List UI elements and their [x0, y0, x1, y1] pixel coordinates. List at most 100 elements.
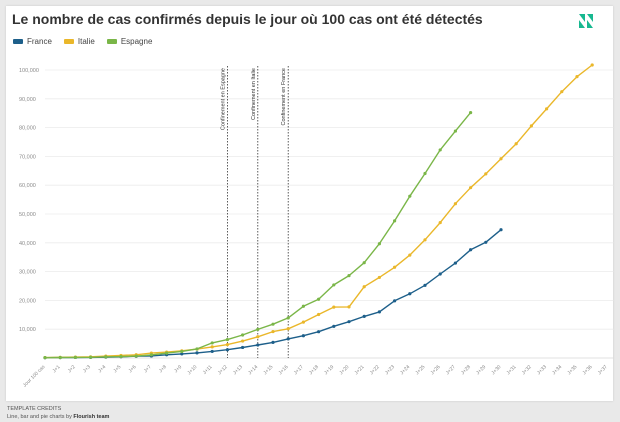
x-tick-label: J+5 — [112, 364, 122, 374]
legend-item-espagne[interactable]: Espagne — [106, 37, 153, 46]
data-point-espagne — [453, 129, 457, 133]
data-point-espagne — [89, 355, 93, 359]
data-point-france — [453, 261, 457, 265]
data-point-espagne — [271, 322, 275, 326]
data-point-espagne — [332, 283, 336, 287]
data-point-italie — [256, 335, 260, 339]
data-point-france — [408, 292, 412, 296]
data-point-espagne — [149, 353, 153, 357]
data-point-france — [347, 320, 351, 324]
series-line-france — [44, 229, 502, 359]
data-point-italie — [529, 124, 534, 128]
credits-line: Line, bar and pie charts by Flourish tea… — [7, 413, 109, 421]
data-point-italie — [453, 202, 457, 206]
data-point-italie — [575, 75, 579, 79]
data-point-espagne — [134, 354, 138, 358]
data-point-france — [286, 337, 290, 341]
x-tick-label: J+16 — [278, 364, 290, 376]
x-tick-label: J+6 — [128, 364, 138, 374]
data-point-france — [195, 351, 199, 355]
data-point-france — [469, 248, 473, 252]
annotation-label: Confinement en France — [281, 68, 287, 125]
data-point-espagne — [58, 355, 62, 360]
legend-label-espagne: Espagne — [120, 37, 153, 46]
data-point-italie — [286, 327, 290, 331]
data-point-italie — [484, 172, 488, 176]
data-point-espagne — [286, 316, 290, 320]
data-point-france — [393, 299, 397, 303]
data-point-espagne — [73, 355, 77, 359]
data-point-italie — [590, 63, 594, 67]
x-tick-label: J+17 — [293, 364, 305, 376]
x-tick-label: J+24 — [399, 364, 411, 376]
y-tick-label: 40,000 — [19, 241, 36, 247]
legend-item-italie[interactable]: Italie — [63, 37, 95, 46]
data-point-france — [438, 272, 442, 276]
data-point-france — [377, 310, 381, 314]
y-tick-label: 80,000 — [19, 126, 36, 132]
x-tick-label: Jour 100 cas — [22, 364, 47, 389]
data-point-espagne — [301, 304, 305, 308]
data-point-espagne — [347, 274, 351, 278]
x-tick-label: J+35 — [566, 364, 578, 376]
data-point-espagne — [180, 349, 184, 354]
y-tick-label: 100,000 — [19, 68, 39, 74]
data-point-france — [484, 240, 488, 244]
data-point-espagne — [210, 341, 214, 345]
data-point-italie — [210, 345, 214, 349]
data-point-italie — [317, 312, 321, 317]
x-tick-label: J+11 — [202, 364, 214, 376]
x-tick-label: J+8 — [158, 364, 168, 374]
y-tick-label: 90,000 — [19, 97, 36, 103]
data-point-italie — [393, 265, 397, 269]
x-tick-label: J+3 — [82, 364, 92, 374]
x-tick-label: J+32 — [521, 364, 533, 376]
data-point-italie — [514, 142, 518, 146]
y-tick-label: 10,000 — [19, 327, 36, 333]
chart-title: Le nombre de cas confirmés depuis le jou… — [12, 11, 483, 27]
data-point-italie — [438, 220, 442, 225]
data-point-italie — [377, 275, 381, 280]
data-point-france — [271, 340, 275, 344]
x-tick-label: J+1 — [52, 364, 62, 374]
data-point-espagne — [393, 219, 397, 223]
legend-label-france: France — [27, 37, 52, 46]
template-credits: TEMPLATE CREDITS Line, bar and pie chart… — [7, 405, 109, 421]
data-point-espagne — [241, 333, 245, 337]
x-tick-label: J+36 — [582, 364, 594, 376]
flourish-logo-icon[interactable] — [578, 13, 594, 29]
y-tick-label: 70,000 — [19, 154, 36, 160]
x-tick-label: J+18 — [308, 364, 320, 376]
data-point-italie — [225, 343, 229, 347]
data-point-italie — [423, 238, 427, 242]
data-point-france — [210, 349, 214, 354]
data-point-italie — [362, 285, 366, 289]
data-point-france — [499, 228, 503, 232]
data-point-italie — [408, 253, 412, 257]
x-tick-label: J+10 — [186, 364, 198, 376]
data-point-espagne — [423, 171, 427, 176]
data-point-france — [332, 324, 336, 328]
x-tick-label: J+26 — [430, 364, 442, 376]
data-point-espagne — [43, 356, 47, 360]
x-tick-label: J+13 — [232, 364, 244, 376]
data-point-espagne — [165, 351, 169, 355]
data-point-espagne — [256, 327, 260, 331]
credits-author[interactable]: Flourish team — [73, 414, 110, 420]
legend-swatch-espagne — [106, 39, 117, 44]
x-tick-label: J+37 — [597, 364, 609, 376]
data-point-italie — [499, 157, 503, 161]
x-tick-label: J+12 — [217, 364, 229, 376]
data-point-france — [225, 348, 229, 352]
x-tick-label: J+14 — [247, 364, 259, 376]
data-point-espagne — [119, 354, 123, 359]
data-point-espagne — [438, 148, 442, 152]
data-point-france — [256, 343, 260, 347]
x-tick-label: J+9 — [173, 364, 183, 374]
data-point-italie — [332, 305, 336, 309]
data-point-espagne — [317, 297, 321, 301]
x-tick-label: J+33 — [536, 364, 548, 376]
data-point-italie — [271, 329, 275, 334]
x-tick-label: J+22 — [369, 364, 381, 376]
legend-item-france[interactable]: France — [13, 37, 52, 46]
